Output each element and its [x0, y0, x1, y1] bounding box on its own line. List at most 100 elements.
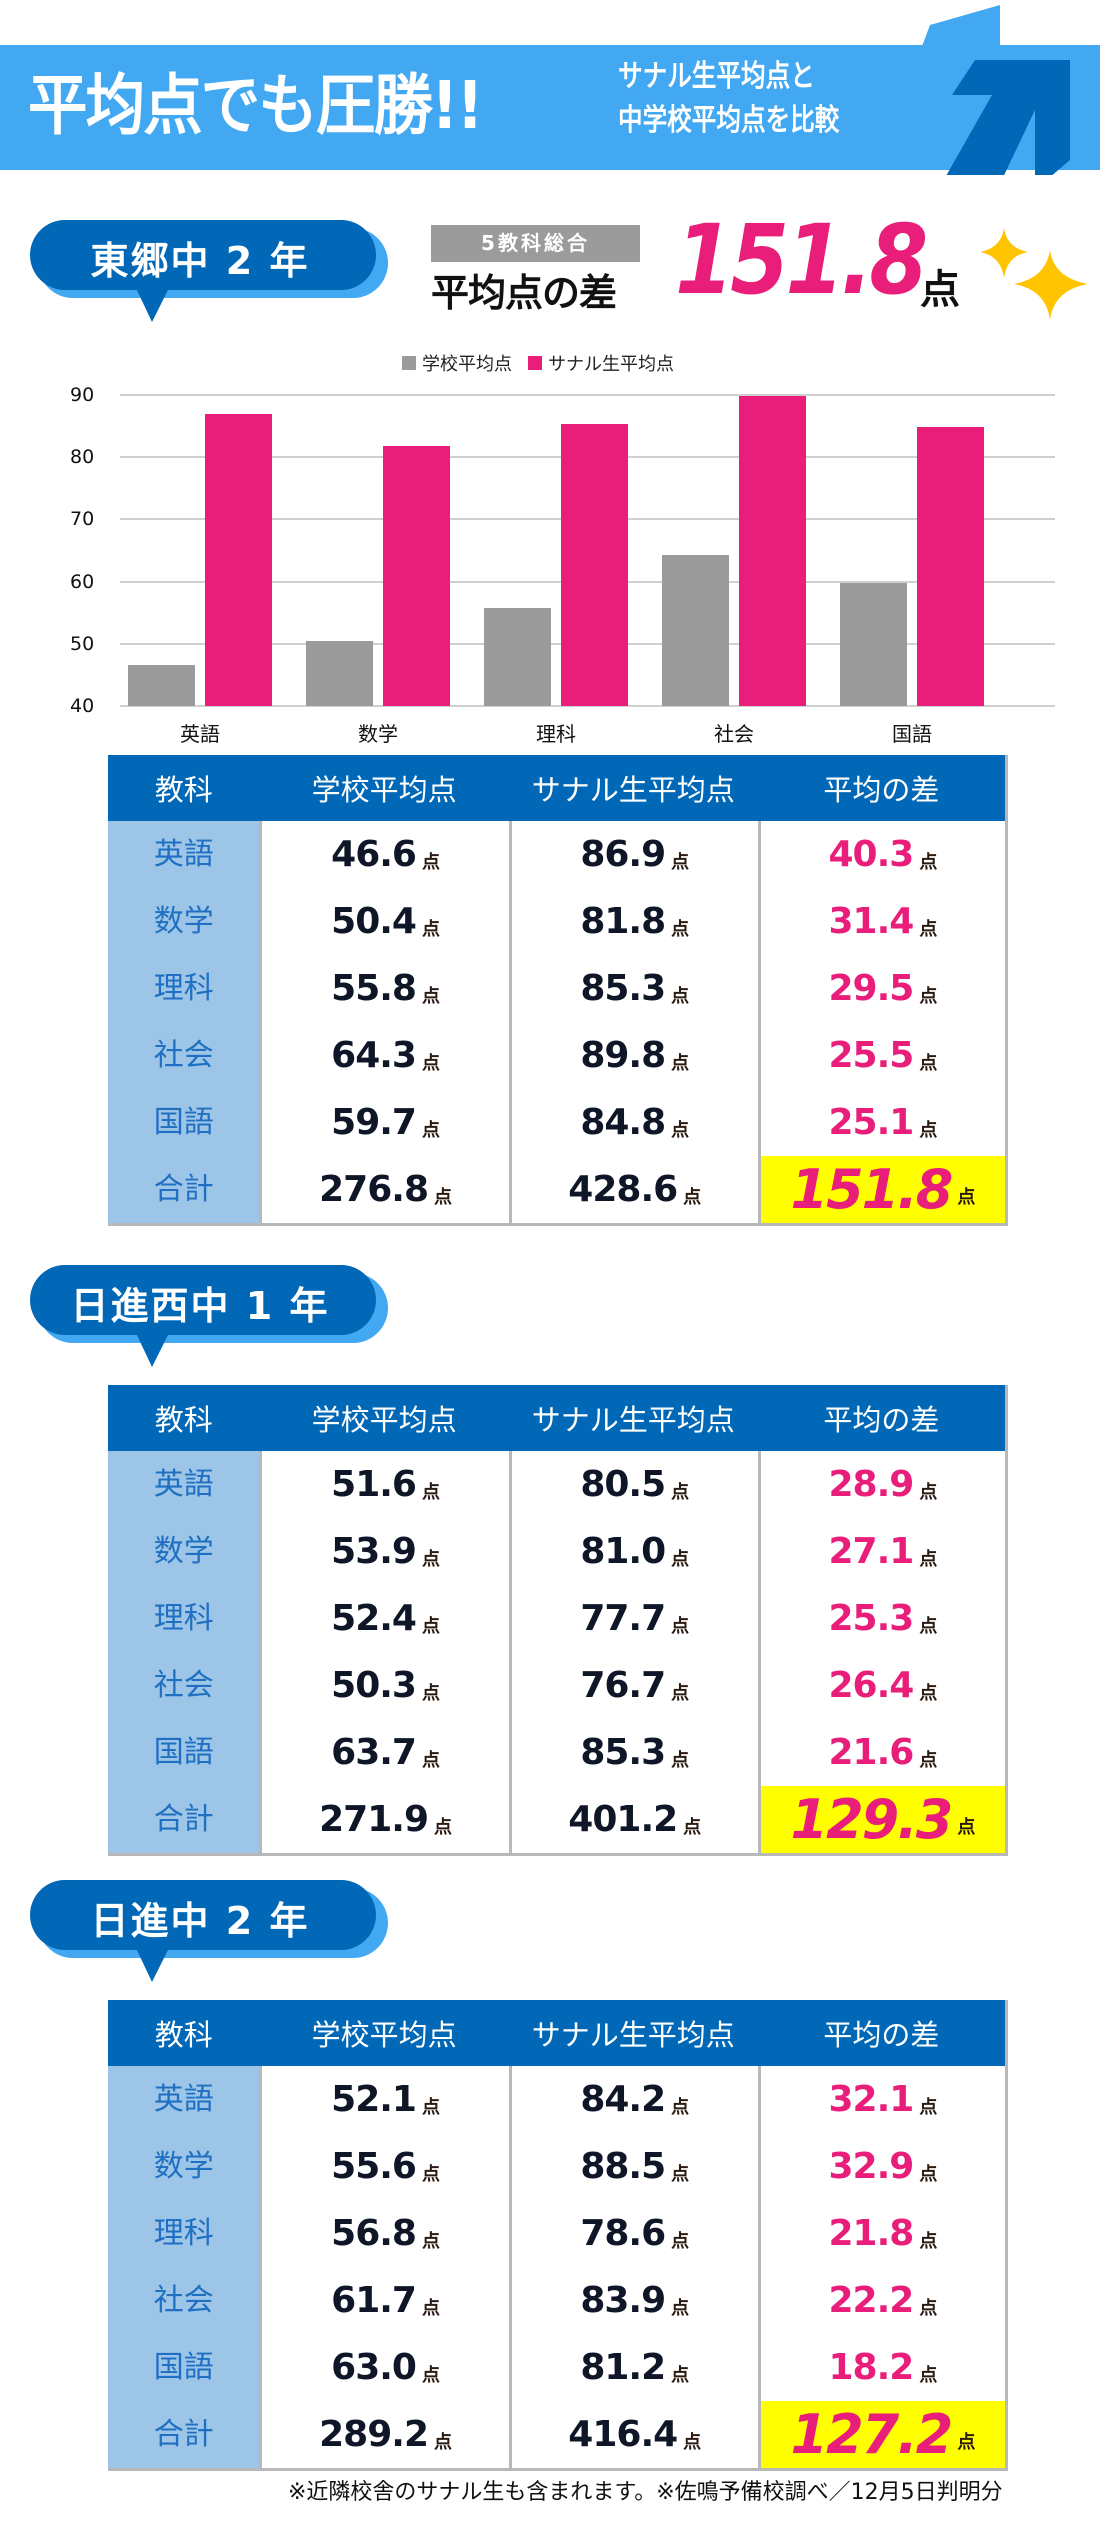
column-header: サナル生平均点 — [531, 773, 735, 807]
gridline — [120, 394, 1055, 396]
column-header: サナル生平均点 — [531, 2018, 735, 2052]
school-avg-cell: 55.8 点 — [259, 955, 508, 1022]
banner-subtitle: サナル生平均点と 中学校平均点を比較 — [618, 55, 839, 143]
table-row: 理科 55.8 点 85.3 点 29.5 点 — [108, 955, 1005, 1022]
score-value: 32.1 — [828, 2079, 915, 2120]
x-category-label: 理科 — [536, 722, 576, 746]
bar-school-avg — [306, 641, 373, 706]
score-value: 85.3 — [580, 968, 666, 1009]
column-header: 平均の差 — [823, 773, 940, 807]
table-row: 理科 52.4 点 77.7 点 25.3 点 — [108, 1585, 1005, 1652]
sanaru-avg-cell: 88.5 点 — [508, 2133, 758, 2200]
score-value: 416.4 — [568, 2414, 678, 2455]
school-avg-cell: 61.7 点 — [259, 2267, 508, 2334]
diff-cell: 25.3 点 — [757, 1585, 1005, 1652]
score-value: 85.3 — [580, 1732, 666, 1773]
bar-school-avg — [662, 554, 729, 706]
diff-cell: 29.5 点 — [757, 955, 1005, 1022]
score-value: 63.7 — [331, 1732, 417, 1773]
point-unit: 点 — [671, 2364, 690, 2386]
table-row: 社会 61.7 点 83.9 点 22.2 点 — [108, 2267, 1005, 2334]
point-unit: 点 — [421, 2230, 440, 2252]
sanaru-avg-cell: 85.3 点 — [508, 1719, 758, 1786]
y-tick-label: 40 — [70, 695, 95, 717]
score-value: 81.0 — [580, 1531, 666, 1572]
score-value: 25.5 — [828, 1035, 915, 1076]
score-value: 77.7 — [580, 1598, 666, 1639]
y-tick-label: 50 — [70, 632, 95, 655]
table-row: 国語 63.7 点 85.3 点 21.6 点 — [108, 1719, 1005, 1786]
subject-cell: 英語 — [108, 2066, 260, 2133]
point-unit: 点 — [671, 918, 690, 940]
banner-subtitle-line1: サナル生平均点と — [618, 59, 815, 94]
point-unit: 点 — [421, 918, 440, 940]
point-unit: 点 — [671, 2230, 690, 2252]
title-banner: 平均点でも圧勝!! サナル生平均点と 中学校平均点を比較 — [0, 45, 1100, 170]
point-unit: 点 — [919, 918, 938, 940]
point-unit: 点 — [421, 2364, 440, 2386]
score-value: 53.9 — [331, 1531, 417, 1572]
point-unit: 点 — [671, 2297, 690, 2319]
score-bar-chart: 学校平均点 サナル生平均点 90 80 70 60 50 40 英語 数学 理科 社会 国語 — [40, 340, 1055, 750]
point-unit: 点 — [683, 1816, 702, 1838]
table-row: 英語 51.6 点 80.5 点 28.9 点 — [108, 1451, 1005, 1518]
score-value: 28.9 — [828, 1464, 915, 1505]
diff-cell: 32.1 点 — [757, 2066, 1005, 2133]
column-header: 教科 — [154, 2018, 213, 2052]
subject-cell: 合計 — [108, 1156, 260, 1223]
score-value: 88.5 — [580, 2146, 666, 2187]
subject-cell: 合計 — [108, 2401, 260, 2468]
subject-cell: 国語 — [108, 1719, 260, 1786]
legend-swatch-pink — [528, 356, 542, 370]
column-header: 学校平均点 — [311, 1403, 457, 1437]
subject-cell: 社会 — [108, 1022, 260, 1089]
score-value: 40.3 — [828, 834, 915, 875]
score-value: 25.3 — [828, 1598, 915, 1639]
diff-cell: 31.4 点 — [757, 888, 1005, 955]
diff-cell: 22.2 点 — [757, 2267, 1005, 2334]
sanaru-avg-cell: 89.8 点 — [508, 1022, 758, 1089]
sanaru-avg-cell: 81.0 点 — [508, 1518, 758, 1585]
point-unit: 点 — [671, 1481, 690, 1503]
point-unit: 点 — [421, 1548, 440, 1570]
legend-item-school: 学校平均点 — [402, 350, 512, 376]
point-unit: 点 — [434, 2431, 452, 2453]
point-unit: 点 — [919, 1749, 938, 1771]
legend-swatch-gray — [402, 356, 416, 370]
x-category-label: 数学 — [358, 722, 398, 746]
diff-cell: 129.3 点 — [757, 1786, 1005, 1853]
legend-item-sanaru: サナル生平均点 — [528, 350, 674, 376]
table-row: 社会 50.3 点 76.7 点 26.4 点 — [108, 1652, 1005, 1719]
subject-cell: 数学 — [108, 888, 260, 955]
score-value: 89.8 — [580, 1035, 666, 1076]
sanaru-avg-cell: 401.2 点 — [508, 1786, 758, 1853]
y-tick-label: 90 — [70, 384, 95, 406]
sanaru-avg-cell: 76.7 点 — [508, 1652, 758, 1719]
score-value: 61.7 — [331, 2280, 417, 2321]
subject-cell: 社会 — [108, 2267, 260, 2334]
sparkle-icon — [980, 228, 1088, 320]
sanaru-avg-cell: 428.6 点 — [508, 1156, 758, 1223]
score-value: 31.4 — [828, 901, 915, 942]
score-value: 46.6 — [331, 834, 417, 875]
score-value: 21.8 — [828, 2213, 915, 2254]
table-row: 国語 59.7 点 84.8 点 25.1 点 — [108, 1089, 1005, 1156]
score-value: 127.2 — [790, 2403, 954, 2466]
point-unit: 点 — [919, 1052, 938, 1074]
sanaru-avg-cell: 84.2 点 — [508, 2066, 758, 2133]
point-unit: 点 — [919, 1682, 938, 1704]
score-table-togo: 教科 学校平均点 サナル生平均点 平均の差 英語 46.6 点 86.9 点 40.3 点数学 50.… — [108, 755, 1008, 1226]
score-value: 26.4 — [828, 1665, 915, 1706]
score-value: 55.8 — [331, 968, 417, 1009]
bar-sanaru-avg — [561, 424, 628, 706]
chart-legend: 学校平均点 サナル生平均点 — [402, 350, 680, 376]
score-value: 401.2 — [568, 1799, 678, 1840]
bar-sanaru-avg — [205, 414, 272, 706]
score-value: 81.8 — [580, 901, 666, 942]
sanaru-avg-cell: 77.7 点 — [508, 1585, 758, 1652]
school-avg-cell: 56.8 点 — [259, 2200, 508, 2267]
school-avg-cell: 50.4 点 — [259, 888, 508, 955]
school-header-nisshin: 日進中 2 年 — [30, 1880, 402, 1990]
table-row: 理科 56.8 点 78.6 点 21.8 点 — [108, 2200, 1005, 2267]
bar-school-avg — [840, 583, 907, 706]
